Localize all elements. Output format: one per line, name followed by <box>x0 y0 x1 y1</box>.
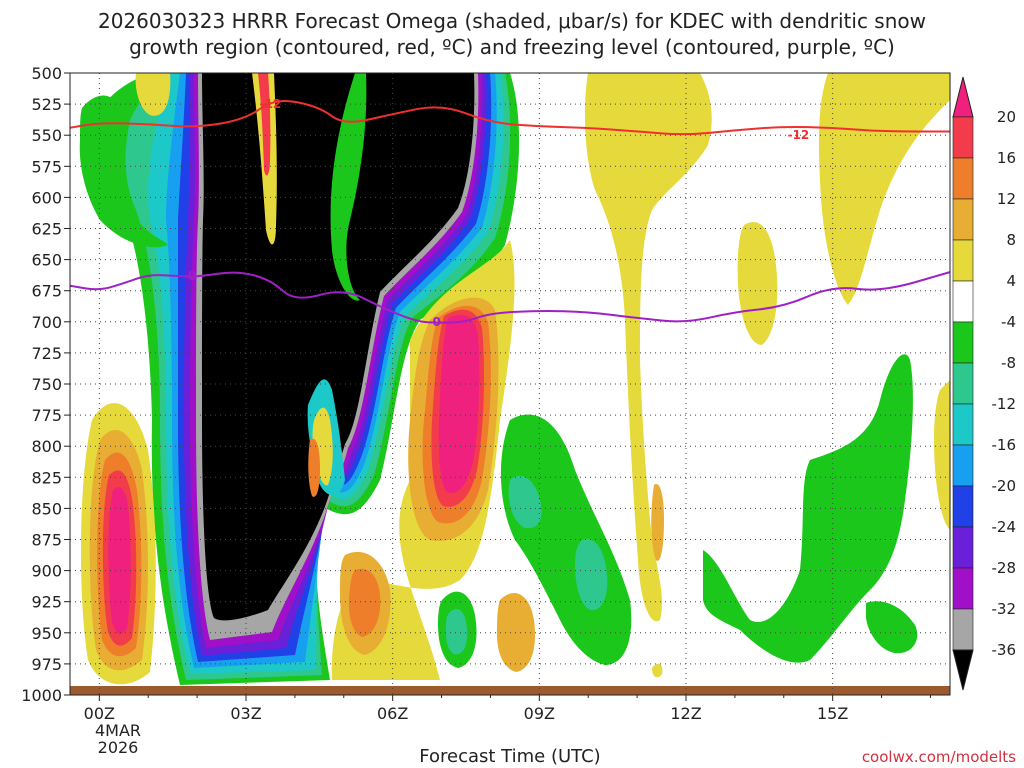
freezing-level-0-label: 0 <box>188 269 196 283</box>
x-axis-title: Forecast Time (UTC) <box>419 746 600 767</box>
date-label-line1: 4MAR <box>95 721 141 740</box>
y-tick-label: 925 <box>31 593 62 612</box>
colorbar-swatch <box>952 198 974 241</box>
omega-ascent-late-center-core <box>508 475 542 529</box>
colorbar-label: 4 <box>1006 272 1016 290</box>
x-axis: 00Z 03Z 06Z 09Z 12Z 15Z <box>84 695 931 723</box>
y-tick-label: 575 <box>31 157 62 176</box>
freezing-level-0-line <box>70 271 950 324</box>
omega-ascent-late-small-core <box>445 609 468 655</box>
freezing-level-0-label: 0 <box>432 315 440 329</box>
ground-surface <box>70 686 950 695</box>
y-tick-label: 700 <box>31 313 62 332</box>
colorbar-swatch <box>952 567 974 610</box>
colorbar-bottom-arrow <box>952 649 974 691</box>
y-tick-label: 800 <box>31 437 62 456</box>
y-tick-label: 725 <box>31 344 62 363</box>
credit-text: coolwx.com/modelts <box>862 748 1016 766</box>
y-tick-label: 975 <box>31 655 62 674</box>
omega-ascent-late-right-large <box>703 354 913 663</box>
omega-descent-mid-column-sliver <box>308 438 320 497</box>
colorbar-swatch <box>952 239 974 282</box>
chart-title-line2: growth region (contoured, red, ºC) and f… <box>129 35 895 59</box>
omega-descent-left-upper-sliver <box>135 73 171 116</box>
y-tick-label: 825 <box>31 468 62 487</box>
gridlines <box>70 73 950 695</box>
y-tick-label: 900 <box>31 562 62 581</box>
colorbar-swatch <box>952 116 974 159</box>
colorbar-label: -32 <box>992 600 1017 618</box>
y-tick-label: 600 <box>31 188 62 207</box>
y-tick-label: 750 <box>31 375 62 394</box>
colorbar-swatch <box>952 485 974 528</box>
omega-descent-left-core <box>108 487 131 635</box>
colorbar-label: -28 <box>992 559 1017 577</box>
omega-descent-central-core <box>438 315 480 493</box>
y-tick-label: 775 <box>31 406 62 425</box>
colorbar-label: 20 <box>997 108 1016 126</box>
y-axis: 500 525 550 575 600 625 650 675 700 725 750 775 800 8… <box>21 64 70 705</box>
omega-ascent-late <box>79 95 918 668</box>
y-tick-label: 1000 <box>21 686 62 705</box>
colorbar-swatch <box>952 280 974 323</box>
y-tick-label: 525 <box>31 95 62 114</box>
colorbar-label: -36 <box>992 641 1017 659</box>
x-tick-label: 09Z <box>524 704 555 723</box>
colorbar-swatch <box>952 362 974 405</box>
omega-descent-late-lower-right <box>934 380 950 530</box>
colorbar-swatch <box>952 321 974 364</box>
colorbar-label: -4 <box>1001 313 1016 331</box>
colorbar-label: -24 <box>992 518 1017 536</box>
colorbar-label: 8 <box>1006 231 1016 249</box>
colorbar-label: -16 <box>992 436 1017 454</box>
colorbar-top-arrow <box>952 76 974 118</box>
colorbar-swatch <box>952 157 974 200</box>
omega-descent-tongue-core <box>258 73 271 176</box>
colorbar-label: -12 <box>992 395 1017 413</box>
omega-descent-late-upper-column <box>584 73 712 622</box>
omega-descent-late-isolated-cell <box>737 221 778 345</box>
omega-ascent-late-far-right-cell <box>866 601 918 654</box>
contour-lines: -12 -12 0 0 <box>70 97 950 329</box>
x-tick-label: 06Z <box>377 704 408 723</box>
colorbar-label: -20 <box>992 477 1017 495</box>
y-tick-label: 950 <box>31 624 62 643</box>
x-tick-label: 03Z <box>230 704 261 723</box>
y-tick-label: 500 <box>31 64 62 83</box>
colorbar-swatch <box>952 444 974 487</box>
omega-descent-central <box>308 240 536 680</box>
colorbar: 20 16 12 8 4 -4 -8 -12 -16 -20 -24 -28 -32 -36 <box>952 76 1017 691</box>
omega-ascent-late-center-lower-core <box>575 539 608 611</box>
colorbar-swatch <box>952 608 974 651</box>
colorbar-swatch <box>952 526 974 569</box>
x-tick-label: 12Z <box>670 704 701 723</box>
colorbar-swatch <box>952 403 974 446</box>
y-tick-label: 850 <box>31 499 62 518</box>
omega-mid-gap <box>330 73 367 301</box>
dendritic-growth-minus12-label: -12 <box>788 128 810 142</box>
y-tick-label: 550 <box>31 126 62 145</box>
omega-descent-lower-mid-core <box>348 568 381 637</box>
y-tick-label: 625 <box>31 220 62 239</box>
y-tick-label: 675 <box>31 282 62 301</box>
colorbar-label: 16 <box>997 149 1016 167</box>
omega-ascent-early-green-tongue <box>79 95 168 248</box>
omega-descent-late-thin-sliver <box>651 484 664 561</box>
colorbar-label: -8 <box>1001 354 1016 372</box>
y-tick-label: 875 <box>31 531 62 550</box>
omega-ascent-region <box>90 73 520 685</box>
date-label-line2: 2026 <box>98 738 139 757</box>
chart-title-line1: 2026030323 HRRR Forecast Omega (shaded, … <box>98 9 926 33</box>
omega-descent-late-bottom-dot <box>652 663 663 678</box>
colorbar-label: 12 <box>997 190 1016 208</box>
y-tick-label: 650 <box>31 251 62 270</box>
dendritic-growth-minus12-line <box>70 99 950 136</box>
dendritic-growth-minus12-label: -12 <box>260 97 282 111</box>
x-tick-label: 15Z <box>817 704 848 723</box>
x-tick-label: 00Z <box>84 704 115 723</box>
